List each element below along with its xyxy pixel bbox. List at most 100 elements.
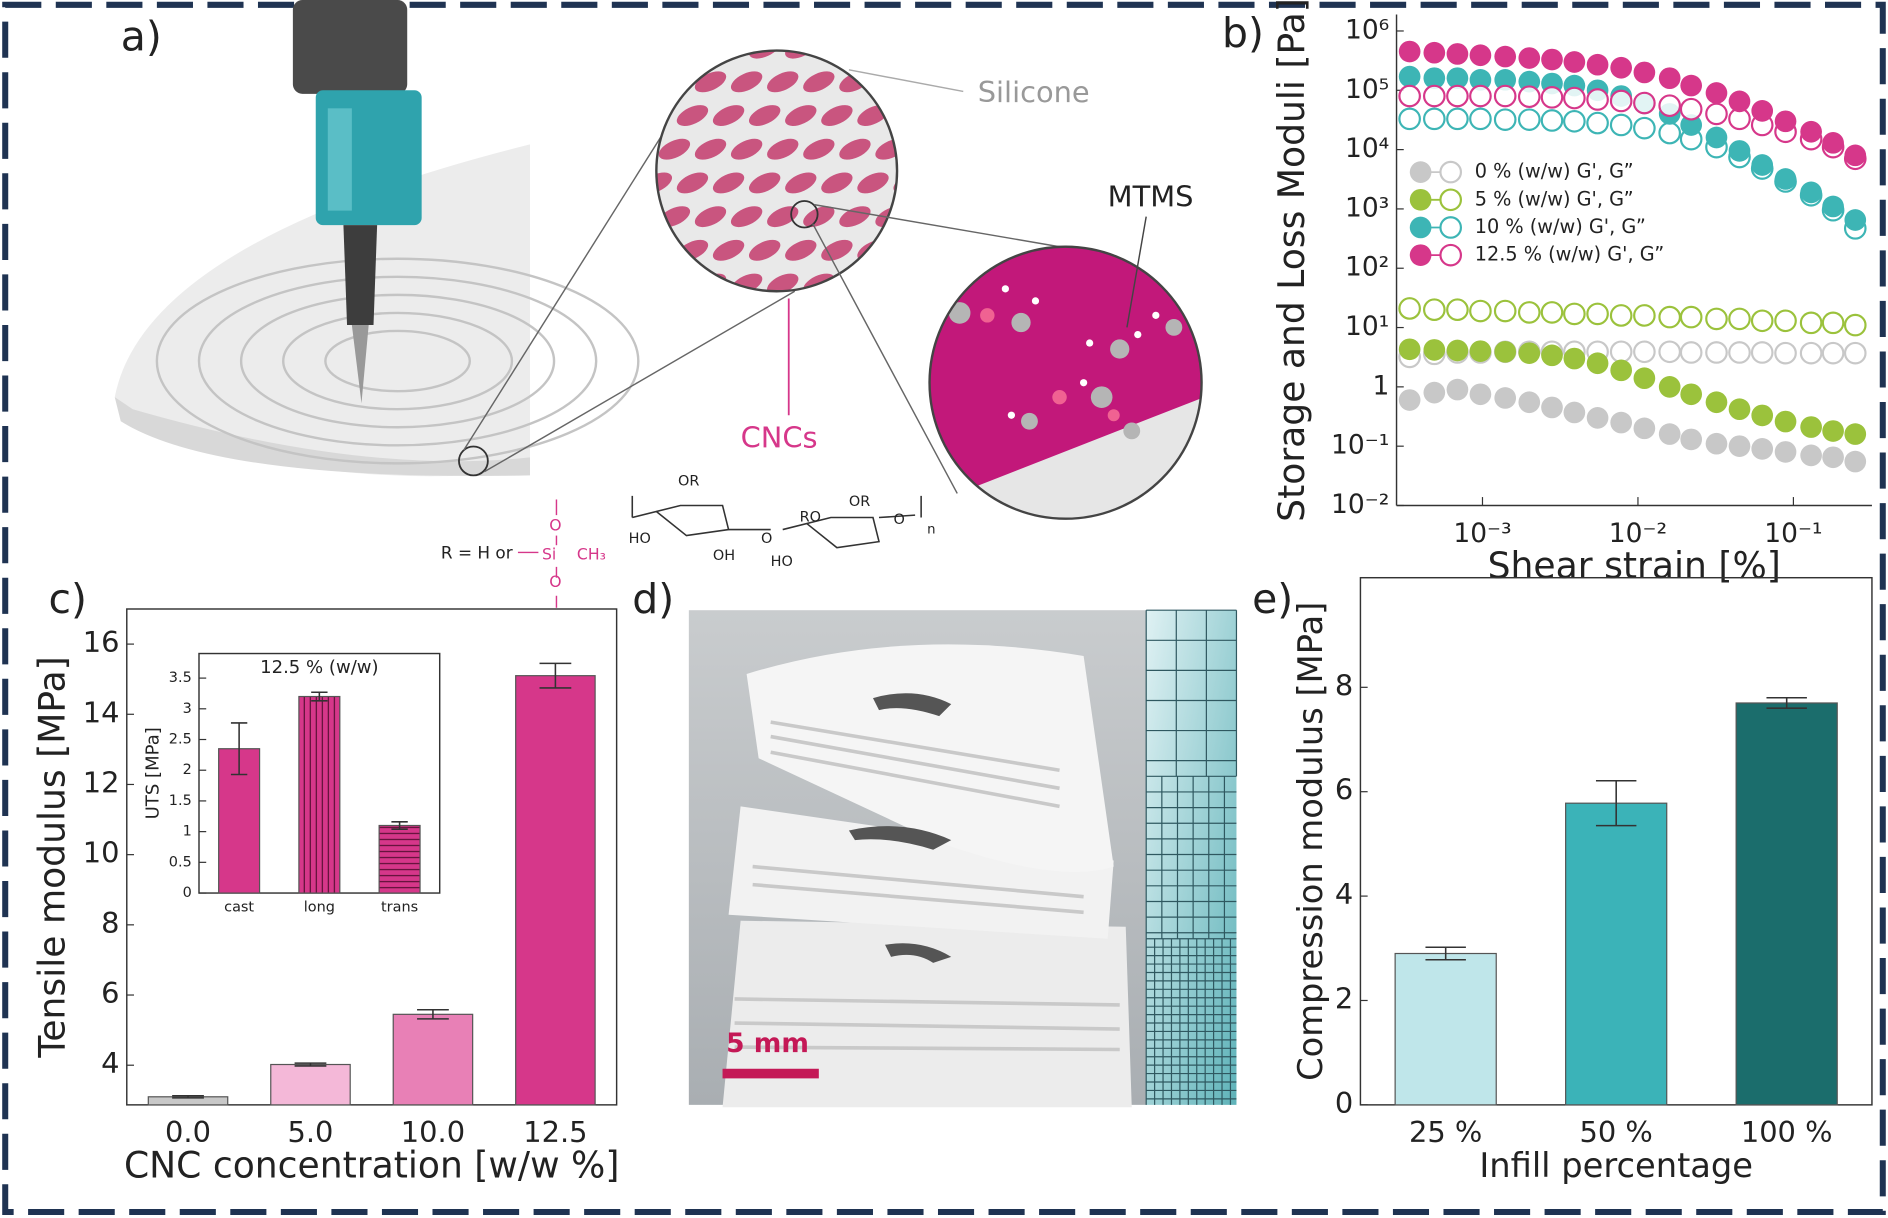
printer-illustration <box>114 0 1203 608</box>
legend-marker <box>1439 243 1463 267</box>
cnc <box>730 206 763 228</box>
loss-marker <box>1586 88 1609 111</box>
loss-marker <box>1843 313 1867 337</box>
storage-marker <box>1446 67 1469 90</box>
storage-marker <box>1541 396 1563 419</box>
loss-marker <box>1679 305 1703 329</box>
storage-marker <box>1774 168 1797 190</box>
storage-marker <box>1728 140 1751 162</box>
cnc <box>712 105 745 126</box>
loss-marker <box>1609 304 1633 327</box>
y-tick-label: 10² <box>1345 252 1389 283</box>
chem-label: RO <box>800 510 821 526</box>
chem-label: HO <box>771 554 793 570</box>
y-tick-label: 6 <box>101 976 119 1010</box>
cnc <box>748 239 781 261</box>
loss-marker <box>1821 341 1845 365</box>
x-tick-label: trans <box>381 899 418 915</box>
cnc <box>893 239 898 261</box>
cnc <box>767 273 799 292</box>
storage-marker <box>1844 209 1867 231</box>
cnc <box>893 105 898 126</box>
x-tick-label: 50 % <box>1580 1115 1653 1149</box>
storage-marker <box>1586 407 1609 429</box>
cnc <box>839 138 871 160</box>
y-axis-title: Storage and Loss Moduli [Pa] <box>1270 0 1313 522</box>
storage-marker <box>1469 340 1492 362</box>
r-definition: R = H or <box>441 543 513 563</box>
chem-label: O <box>761 531 772 547</box>
x-tick-label: 10.0 <box>401 1115 465 1149</box>
loss-marker <box>1540 301 1564 324</box>
cnc <box>730 138 763 160</box>
storage-marker <box>1518 47 1541 69</box>
y-tick-label: 16 <box>83 625 120 659</box>
y-tick-label: 10⁴ <box>1345 133 1389 164</box>
x-tick-label: 12.5 <box>523 1115 587 1149</box>
storage-marker <box>1446 43 1469 65</box>
storage-marker <box>1680 428 1703 451</box>
mtms-label: MTMS <box>1108 180 1194 214</box>
loss-marker <box>1609 340 1633 364</box>
x-tick-label: 5.0 <box>288 1115 334 1149</box>
cnc <box>694 138 727 160</box>
storage-marker <box>1586 53 1609 76</box>
loss-marker <box>1563 109 1586 133</box>
x-tick-label: 100 % <box>1741 1115 1833 1149</box>
storage-marker <box>1398 338 1421 361</box>
storage-marker <box>1822 420 1844 442</box>
storage-marker <box>1658 423 1681 445</box>
storage-marker <box>1563 51 1586 73</box>
cnc <box>908 269 946 299</box>
cnc <box>676 50 709 59</box>
y-tick-label: 2 <box>1335 981 1353 1015</box>
bar <box>392 1013 474 1106</box>
loss-marker <box>1750 341 1774 364</box>
cncs-label: CNCs <box>741 420 818 454</box>
cnc <box>821 172 853 194</box>
cnc <box>785 105 817 126</box>
storage-marker <box>1446 378 1469 401</box>
cnc <box>656 50 673 59</box>
y-tick-label: 3.5 <box>169 670 192 686</box>
storage-marker <box>1563 347 1586 370</box>
storage-marker <box>1494 69 1517 91</box>
storage-marker <box>1518 391 1541 414</box>
cnc <box>730 71 763 93</box>
storage-marker <box>1680 114 1703 136</box>
y-tick-label: 3 <box>183 701 192 717</box>
y-tick-label: 1 <box>1372 370 1389 401</box>
chem-label: OH <box>713 548 735 564</box>
loss-marker <box>1633 116 1656 140</box>
y-tick-label: 1.5 <box>169 793 192 809</box>
y-tick-label: 10⁻¹ <box>1331 430 1389 461</box>
chem-label: OR <box>849 494 870 510</box>
legend-marker <box>1409 161 1432 183</box>
cnc <box>658 273 691 292</box>
cnc <box>908 134 946 164</box>
loss-marker <box>1423 298 1446 322</box>
storage-marker <box>1705 126 1728 149</box>
cnc <box>785 172 817 194</box>
bar <box>1394 952 1497 1106</box>
chem-label: Si <box>542 544 556 563</box>
loss-marker <box>1774 309 1797 333</box>
cnc <box>803 138 835 160</box>
storage-marker <box>1728 435 1751 458</box>
loss-marker <box>1750 309 1774 333</box>
cnc <box>875 138 898 160</box>
photo <box>688 609 1238 1108</box>
y-tick-label: 1 <box>183 824 192 840</box>
storage-marker <box>1563 401 1586 424</box>
storage-marker <box>1541 344 1563 367</box>
bar <box>378 824 421 894</box>
y-tick-label: 2 <box>183 762 192 778</box>
x-tick-label: cast <box>224 899 254 915</box>
loss-marker <box>1398 297 1421 320</box>
storage-marker <box>1633 61 1656 84</box>
loss-marker <box>1705 307 1728 331</box>
loss-marker <box>1799 341 1823 365</box>
loss-marker <box>1679 97 1703 121</box>
panel-label: d) <box>632 575 674 623</box>
panel-label: a) <box>121 13 162 61</box>
